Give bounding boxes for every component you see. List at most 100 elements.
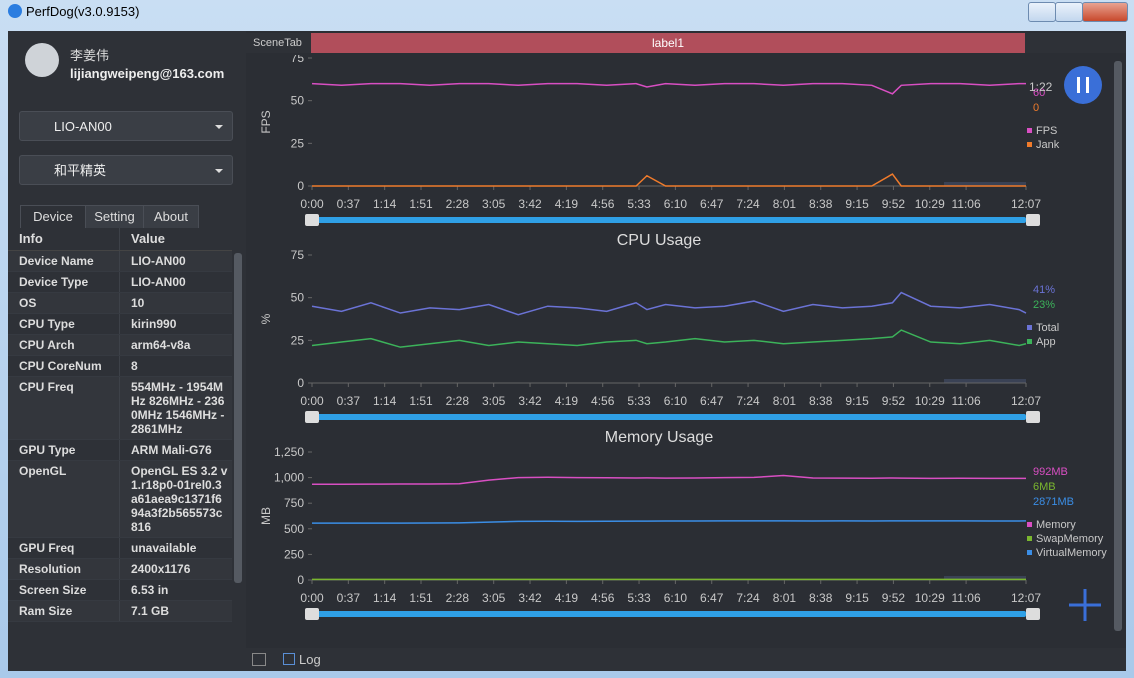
value-cell: ARM Mali-G76 <box>120 440 233 461</box>
legend-swatch <box>1027 325 1032 330</box>
x-tick-label: 2:28 <box>446 394 470 408</box>
collapse-button[interactable] <box>252 653 266 666</box>
window-title: PerfDog(v3.0.9153) <box>26 4 139 19</box>
scene-label[interactable]: label1 <box>311 33 1025 53</box>
x-tick-label: 7:24 <box>736 591 760 605</box>
table-row: OpenGLOpenGL ES 3.2 v1.r18p0-01rel0.3a61… <box>8 461 232 538</box>
x-tick-label: 0:37 <box>337 197 361 211</box>
series-line <box>312 84 1026 94</box>
x-tick-label: 3:42 <box>518 197 542 211</box>
x-tick-label: 6:10 <box>664 394 688 408</box>
series-line <box>312 293 1026 315</box>
x-tick-label: 1:51 <box>409 394 433 408</box>
tab[interactable]: Device <box>20 205 86 229</box>
x-tick-label: 8:38 <box>809 394 833 408</box>
value-cell: 2400x1176 <box>120 559 233 580</box>
x-tick-label: 9:52 <box>882 394 906 408</box>
y-tick-label: 75 <box>291 55 305 65</box>
x-tick-label: 1:51 <box>409 591 433 605</box>
series-line <box>312 521 1026 523</box>
x-tick-label: 8:01 <box>773 197 797 211</box>
maximize-button[interactable] <box>1055 2 1083 22</box>
table-row: Screen Size6.53 in <box>8 580 232 601</box>
value-cell: kirin990 <box>120 314 233 335</box>
tab[interactable]: About <box>143 205 199 229</box>
key-cell: OpenGL <box>8 461 120 538</box>
x-tick-label: 2:28 <box>446 591 470 605</box>
key-cell: Resolution <box>8 559 120 580</box>
y-tick-label: 0 <box>297 376 304 390</box>
table-row: OS10 <box>8 293 232 314</box>
key-cell: CPU CoreNum <box>8 356 120 377</box>
tab[interactable]: Setting <box>85 205 144 229</box>
x-tick-label: 1:14 <box>373 591 397 605</box>
legend-label: App <box>1036 336 1056 348</box>
x-tick-label: 9:15 <box>845 197 869 211</box>
x-tick-label: 3:05 <box>482 197 506 211</box>
scrollbar[interactable] <box>234 253 242 583</box>
minimize-button[interactable] <box>1028 2 1056 22</box>
legend-swatch <box>1027 128 1032 133</box>
x-tick-label: 6:47 <box>700 197 724 211</box>
x-tick-label: 10:29 <box>915 394 945 408</box>
table-row: Device TypeLIO-AN00 <box>8 272 232 293</box>
x-tick-label: 9:52 <box>882 197 906 211</box>
slider-handle <box>305 608 319 620</box>
avatar[interactable] <box>25 43 59 77</box>
x-tick-label: 7:24 <box>736 394 760 408</box>
pause-bar <box>1086 77 1089 93</box>
value-cell: 8 <box>120 356 233 377</box>
range-slider <box>312 217 1026 223</box>
legend-label: VirtualMemory <box>1036 547 1107 559</box>
table-row: CPU Typekirin990 <box>8 314 232 335</box>
key-cell: Device Type <box>8 272 120 293</box>
key-cell: CPU Type <box>8 314 120 335</box>
slider-handle <box>1026 411 1040 423</box>
scene-tab[interactable]: SceneTab <box>253 33 302 53</box>
close-button[interactable] <box>1082 2 1128 22</box>
pause-button[interactable] <box>1064 66 1102 104</box>
series-line <box>312 476 1026 485</box>
pause-bar <box>1077 77 1080 93</box>
current-value: 41% <box>1033 284 1055 296</box>
user-email: lijiangweipeng@163.com <box>70 66 224 81</box>
legend-label: Memory <box>1036 519 1076 531</box>
device-select[interactable]: LIO-AN00 <box>19 111 233 141</box>
x-tick-label: 4:56 <box>591 591 615 605</box>
x-tick-label: 9:15 <box>845 591 869 605</box>
value-cell: unavailable <box>120 538 233 559</box>
range-slider <box>312 414 1026 420</box>
range-slider <box>312 611 1026 617</box>
key-cell: Device Name <box>8 251 120 272</box>
y-tick-label: 250 <box>284 547 304 561</box>
app-select[interactable]: 和平精英 <box>19 155 233 185</box>
key-cell: CPU Arch <box>8 335 120 356</box>
legend-swatch <box>1027 536 1032 541</box>
x-tick-label: 8:01 <box>773 591 797 605</box>
value-cell: 10 <box>120 293 233 314</box>
add-button <box>1069 589 1101 621</box>
x-tick-label: 8:38 <box>809 591 833 605</box>
key-cell: Ram Size <box>8 601 120 622</box>
x-tick-label: 12:07 <box>1011 591 1041 605</box>
y-tick-label: 500 <box>284 522 304 536</box>
table-row: Device NameLIO-AN00 <box>8 251 232 272</box>
x-tick-label: 4:19 <box>555 394 579 408</box>
user-name: 李姜伟 <box>70 45 109 64</box>
x-tick-label: 6:47 <box>700 394 724 408</box>
x-tick-label: 5:33 <box>627 591 651 605</box>
y-tick-label: 750 <box>284 496 304 510</box>
x-tick-label: 9:15 <box>845 394 869 408</box>
x-tick-label: 0:00 <box>300 394 324 408</box>
current-value: 2871MB <box>1033 496 1074 508</box>
current-value: 0 <box>1033 102 1039 114</box>
y-tick-label: 25 <box>291 136 305 150</box>
table-row: CPU Freq554MHz - 1954MHz 826MHz - 2360MH… <box>8 377 232 440</box>
table-row: CPU CoreNum8 <box>8 356 232 377</box>
x-tick-label: 0:37 <box>337 394 361 408</box>
slider-handle <box>1026 214 1040 226</box>
x-tick-label: 3:05 <box>482 394 506 408</box>
log-checkbox[interactable] <box>283 653 295 665</box>
y-tick-label: 1,250 <box>274 445 304 459</box>
legend-label: FPS <box>1036 125 1057 137</box>
